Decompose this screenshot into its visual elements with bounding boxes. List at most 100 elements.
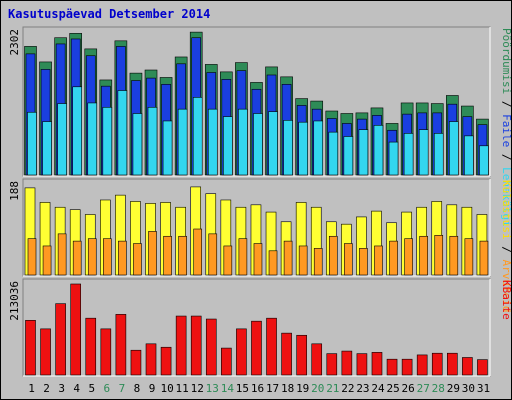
bar-sites-day-3: [57, 233, 67, 276]
bar-kbytes-day-10: [160, 346, 172, 376]
bar-hits-day-13: [207, 108, 218, 176]
x-tick-label-day-2: 2: [43, 382, 50, 395]
bar-sites-day-2: [42, 245, 52, 276]
x-tick-label-day-23: 23: [356, 382, 369, 395]
bar-kbytes-day-1: [25, 320, 36, 376]
bar-sites-day-18: [283, 240, 293, 276]
bar-kbytes-day-17: [266, 317, 277, 376]
bar-hits-day-1: [27, 111, 37, 176]
x-tick-label-day-11: 11: [176, 382, 189, 395]
x-tick-label-day-27: 27: [417, 382, 430, 395]
chart-title: Kasutuspäevad Detsember 2014: [8, 7, 210, 21]
bar-sites-day-27: [419, 235, 428, 276]
x-tick-label-day-28: 28: [432, 382, 445, 395]
bar-sites-day-10: [163, 235, 172, 276]
panel-top: 2302 Pöördumisi / Faile / Lehekülgi: [8, 26, 512, 227]
bar-sites-day-13: [208, 233, 218, 276]
bar-kbytes-day-16: [251, 320, 262, 376]
legend-part-2: Faile: [500, 114, 512, 147]
x-tick-label-day-24: 24: [371, 382, 385, 395]
x-tick-label-day-20: 20: [311, 382, 324, 395]
x-tick-label-day-14: 14: [221, 382, 235, 395]
bar-hits-day-23: [358, 129, 369, 176]
legend-part-2: Arvuteid: [500, 259, 512, 312]
x-tick-label-day-25: 25: [386, 382, 399, 395]
x-tick-label-day-17: 17: [266, 382, 279, 395]
x-tick-label-day-3: 3: [58, 382, 65, 395]
x-tick-label-day-22: 22: [341, 382, 354, 395]
x-tick-label-day-29: 29: [447, 382, 460, 395]
bar-kbytes-day-29: [447, 352, 458, 376]
bar-kbytes-day-28: [431, 352, 443, 376]
bar-hits-day-27: [418, 129, 429, 176]
legend-part-1: /: [500, 240, 512, 260]
x-tick-label-day-5: 5: [88, 382, 95, 395]
bar-hits-day-2: [42, 121, 52, 176]
bar-hits-day-6: [102, 106, 113, 176]
bar-sites-day-17: [268, 250, 278, 276]
x-tick-label-day-26: 26: [402, 382, 415, 395]
panel-top-legend: Pöördumisi / Faile / Lehekülgi: [500, 28, 512, 227]
bar-hits-day-8: [132, 113, 143, 176]
bar-sites-day-26: [404, 238, 413, 276]
x-tick-label-day-13: 13: [206, 382, 219, 395]
bar-hits-day-12: [192, 97, 203, 176]
bar-kbytes-day-7: [115, 314, 127, 376]
bar-hits-day-15: [238, 108, 248, 176]
bar-kbytes-day-8: [130, 349, 142, 376]
bar-hits-day-29: [449, 121, 459, 176]
bar-sites-day-1: [27, 238, 37, 276]
bar-hits-day-10: [162, 120, 173, 176]
bar-hits-day-20: [313, 120, 324, 176]
bar-sites-day-29: [449, 235, 459, 276]
bar-hits-day-17: [268, 111, 278, 176]
bar-kbytes-day-19: [296, 334, 307, 376]
legend-part-1: /: [500, 94, 512, 114]
panel-bottom: 213036 KBaite: [8, 278, 512, 377]
bar-kbytes-day-12: [190, 315, 202, 376]
x-tick-label-day-16: 16: [251, 382, 264, 395]
bar-hits-day-4: [72, 86, 82, 176]
bar-hits-day-18: [283, 120, 293, 176]
bar-sites-day-25: [389, 240, 398, 276]
bar-hits-day-16: [253, 113, 263, 176]
legend-part-4: Lehekülgi: [500, 167, 512, 227]
bar-kbytes-day-13: [205, 318, 217, 376]
bar-kbytes-day-25: [386, 358, 398, 376]
legend-part-0: KBaite: [500, 280, 512, 320]
bar-kbytes-day-24: [371, 352, 383, 376]
legend-part-0: Külastusi: [500, 180, 512, 240]
x-tick-label-day-1: 1: [28, 382, 35, 395]
bar-kbytes-day-14: [221, 347, 232, 376]
panel-mid: 188 Külastusi / Arvuteid: [8, 178, 512, 312]
bar-sites-day-21: [328, 235, 338, 276]
bar-sites-day-20: [313, 248, 323, 276]
bar-kbytes-day-31: [477, 359, 488, 376]
bar-kbytes-day-30: [462, 357, 473, 376]
x-tick-label-day-15: 15: [236, 382, 249, 395]
panel-bottom-ymax-label: 213036: [8, 281, 21, 321]
legend-part-0: Pöördumisi: [500, 28, 512, 94]
panel-mid-legend: Külastusi / Arvuteid: [500, 180, 512, 312]
bar-sites-day-8: [133, 243, 142, 276]
bar-kbytes-day-23: [356, 353, 368, 376]
bar-kbytes-day-21: [326, 353, 338, 376]
x-tick-label-day-4: 4: [73, 382, 80, 395]
bar-sites-day-16: [253, 243, 263, 276]
panel-bottom-legend: KBaite: [500, 280, 512, 320]
x-tick-label-day-9: 9: [149, 382, 156, 395]
bar-hits-day-31: [479, 145, 489, 176]
bar-kbytes-day-9: [145, 343, 157, 376]
x-tick-label-day-10: 10: [160, 382, 173, 395]
panel-mid-ymax-label: 188: [8, 181, 21, 201]
x-tick-label-day-7: 7: [119, 382, 126, 395]
bar-hits-day-19: [298, 121, 308, 176]
bar-kbytes-day-26: [401, 358, 413, 376]
bar-hits-day-5: [87, 102, 98, 176]
bar-kbytes-day-18: [281, 332, 292, 376]
bar-sites-day-11: [178, 235, 187, 276]
bar-sites-day-7: [118, 240, 127, 276]
x-tick-label-day-18: 18: [281, 382, 294, 395]
x-tick-label-day-12: 12: [191, 382, 204, 395]
